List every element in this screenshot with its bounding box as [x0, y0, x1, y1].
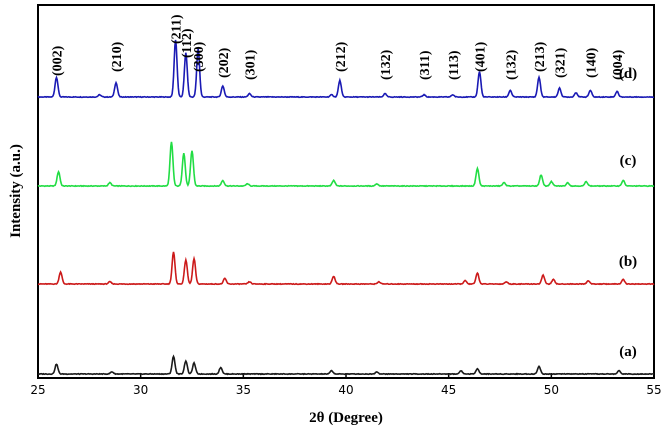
peak-label: (112): [180, 28, 195, 58]
peak-label: (210): [110, 41, 125, 72]
peak-label: (213): [533, 41, 548, 72]
peak-label: (311): [418, 50, 433, 80]
peak-label: (300): [192, 41, 207, 72]
peak-label: (002): [51, 45, 66, 76]
x-tick-label: 55: [646, 383, 661, 397]
peak-label: (004): [611, 49, 626, 80]
x-tick-label: 45: [441, 383, 456, 397]
series-line: [37, 354, 655, 376]
peak-label: (113): [447, 50, 462, 80]
x-tick-label: 40: [338, 383, 353, 397]
series-label: (a): [619, 344, 637, 360]
peak-label: (401): [474, 41, 489, 72]
peak-label: (202): [217, 47, 232, 78]
x-axis-ticks: 25 30 35 40 45 50 55: [30, 373, 662, 397]
series-layer: [37, 39, 655, 376]
peak-label: (301): [244, 49, 259, 80]
peak-label: (140): [584, 47, 599, 78]
peak-label: (211): [170, 14, 185, 44]
series-line: [37, 251, 655, 286]
peak-annotations: (002) (210) (211)(112)(300) (202) (301) (212)…: [51, 14, 627, 80]
peak-label: (132): [504, 49, 519, 80]
y-axis-title: Intensity (a.u.): [8, 144, 24, 238]
x-tick-label: 25: [30, 383, 45, 397]
x-tick-label: 30: [133, 383, 148, 397]
x-tick-label: 35: [236, 383, 251, 397]
series-label: (b): [619, 254, 637, 270]
peak-label: (132): [379, 49, 394, 80]
series-label: (c): [620, 153, 637, 169]
series-line: [37, 141, 655, 188]
series-label: (d): [619, 66, 637, 82]
peak-label: (212): [334, 41, 349, 72]
x-axis-title: 2θ (Degree): [309, 410, 383, 426]
series-labels: (d) (c) (b) (a): [619, 66, 637, 360]
series-line: [37, 39, 655, 99]
peak-label: (321): [554, 47, 569, 78]
x-tick-label: 50: [544, 383, 559, 397]
